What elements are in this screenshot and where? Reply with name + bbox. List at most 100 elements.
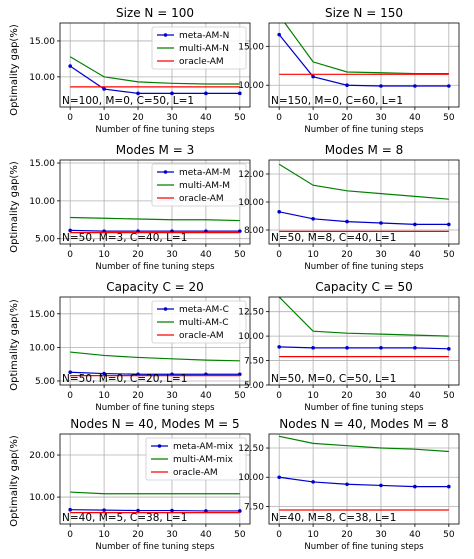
annotation-text: N=40, M=8, C=38, L=1 <box>271 512 396 524</box>
y-tick-label: 10.00 <box>238 81 264 91</box>
x-tick-label: 0 <box>276 391 282 401</box>
x-tick-label: 10 <box>98 530 110 540</box>
series-point <box>204 509 208 513</box>
legend-label: oracle-AM <box>173 468 218 478</box>
legend-label: meta-AM-C <box>179 305 229 315</box>
y-tick-label: 15.00 <box>29 310 55 320</box>
legend: meta-AM-N multi-AM-N oracle-AM <box>151 26 247 70</box>
series-line-1 <box>70 229 240 232</box>
series-point <box>413 484 417 489</box>
legend-label: multi-AM-C <box>179 318 229 328</box>
chart-title: Capacity C = 50 <box>315 280 413 294</box>
series-point <box>68 228 72 233</box>
x-tick-label: 40 <box>200 113 212 123</box>
ylabel-row-1: Optimality gap(%) <box>9 24 20 116</box>
series-point <box>136 508 140 513</box>
series-point <box>277 32 281 37</box>
chart-title: Modes M = 8 <box>325 143 403 157</box>
x-tick-label: 50 <box>234 530 246 540</box>
chart-title: Nodes N = 40, Modes M = 8 <box>279 417 448 431</box>
legend-label: meta-AM-M <box>179 168 230 178</box>
x-tick-label: 0 <box>67 113 73 123</box>
annotation-text: N=50, M=0, C=20, L=1 <box>62 373 187 385</box>
chart-panel-6: 0 10 20 30 40 50 5.00 7.50 10.00 12.50 Capacity C … <box>238 280 460 413</box>
series-point <box>277 475 281 480</box>
legend-marker <box>163 307 168 311</box>
plot-frame <box>59 296 251 386</box>
series-line-1 <box>279 211 449 225</box>
series-line-2 <box>278 297 449 337</box>
series-point <box>238 91 242 96</box>
series-point <box>447 84 451 88</box>
series-point <box>170 91 174 96</box>
y-tick-label: 20.00 <box>29 451 55 461</box>
series-point <box>345 83 349 88</box>
x-tick-label: 40 <box>200 391 212 401</box>
chart-panel-3: 0 10 20 30 40 50 5.00 10.00 15.00 Modes M = 3 Numb… <box>29 143 251 272</box>
legend-marker <box>163 33 168 37</box>
x-tick-label: 10 <box>98 391 110 401</box>
x-tick-label: 20 <box>132 530 144 540</box>
x-tick-label: 30 <box>166 250 178 260</box>
x-tick-label: 10 <box>307 530 319 540</box>
x-tick-label: 0 <box>276 530 282 540</box>
ylabel-row-4: Optimality gap(%) <box>9 435 20 527</box>
series-point <box>447 347 451 351</box>
series-line-1 <box>279 476 449 488</box>
y-tick-label: 10.00 <box>29 343 55 353</box>
series-line-1 <box>279 346 449 350</box>
y-tick-label: 7.50 <box>244 357 264 367</box>
legend-box <box>145 437 247 481</box>
x-tick-label: 20 <box>341 250 353 260</box>
series-line-2 <box>70 491 240 495</box>
ylabel-row-3: Optimality gap(%) <box>9 299 20 391</box>
legend-box <box>151 26 247 70</box>
series-point <box>102 508 106 512</box>
series-line-1 <box>70 509 240 512</box>
chart-panel-5: 0 10 20 30 40 50 5.00 10.00 15.00 Capacity C = 20… <box>29 280 251 413</box>
series-point <box>379 84 383 88</box>
x-tick-label: 0 <box>67 250 73 260</box>
chart-title: Capacity C = 20 <box>106 280 204 294</box>
legend: meta-AM-C multi-AM-C oracle-AM <box>151 300 247 344</box>
series-point <box>204 91 208 96</box>
plot-frame <box>268 296 460 386</box>
x-tick-label: 20 <box>341 113 353 123</box>
chart-panel-8: 0 10 20 30 40 50 7.50 10.00 12.50 Nodes N = 40, M… <box>238 417 460 552</box>
series-group <box>68 56 242 96</box>
y-tick-label: 8.00 <box>244 226 264 236</box>
legend-marker <box>163 170 168 174</box>
series-point <box>379 346 383 350</box>
x-tick-label: 40 <box>409 530 421 540</box>
plot-frame <box>59 159 251 245</box>
series-line-2 <box>69 56 240 85</box>
series-point <box>102 229 106 233</box>
legend-box <box>151 163 247 207</box>
y-tick-label: 10.00 <box>29 493 55 503</box>
x-axis-label: Number of fine tuning steps <box>304 403 424 413</box>
series-point <box>345 346 349 350</box>
x-tick-label: 50 <box>234 250 246 260</box>
x-axis-label: Number of fine tuning steps <box>304 125 424 135</box>
x-axis-label: Number of fine tuning steps <box>95 542 215 552</box>
x-tick-label: 30 <box>375 113 387 123</box>
series-line-2 <box>70 351 240 362</box>
series-line-1 <box>69 65 240 94</box>
x-tick-label: 20 <box>132 250 144 260</box>
x-axis-label: Number of fine tuning steps <box>95 403 215 413</box>
annotation-text: N=50, M=0, C=50, L=1 <box>271 373 396 385</box>
x-tick-label: 50 <box>443 391 455 401</box>
series-point <box>170 508 174 513</box>
series-group <box>277 23 451 88</box>
y-tick-label: 12.50 <box>238 444 264 454</box>
series-line-2 <box>284 23 449 75</box>
x-tick-label: 10 <box>98 250 110 260</box>
legend-label: multi-AM-N <box>179 44 229 54</box>
y-tick-label: 12.00 <box>238 170 264 180</box>
legend-label: oracle-AM <box>179 57 224 67</box>
series-point <box>136 91 140 96</box>
legend-label: oracle-AM <box>179 194 224 204</box>
y-tick-label: 10.00 <box>29 73 55 83</box>
x-tick-label: 50 <box>443 530 455 540</box>
x-tick-label: 20 <box>132 113 144 123</box>
